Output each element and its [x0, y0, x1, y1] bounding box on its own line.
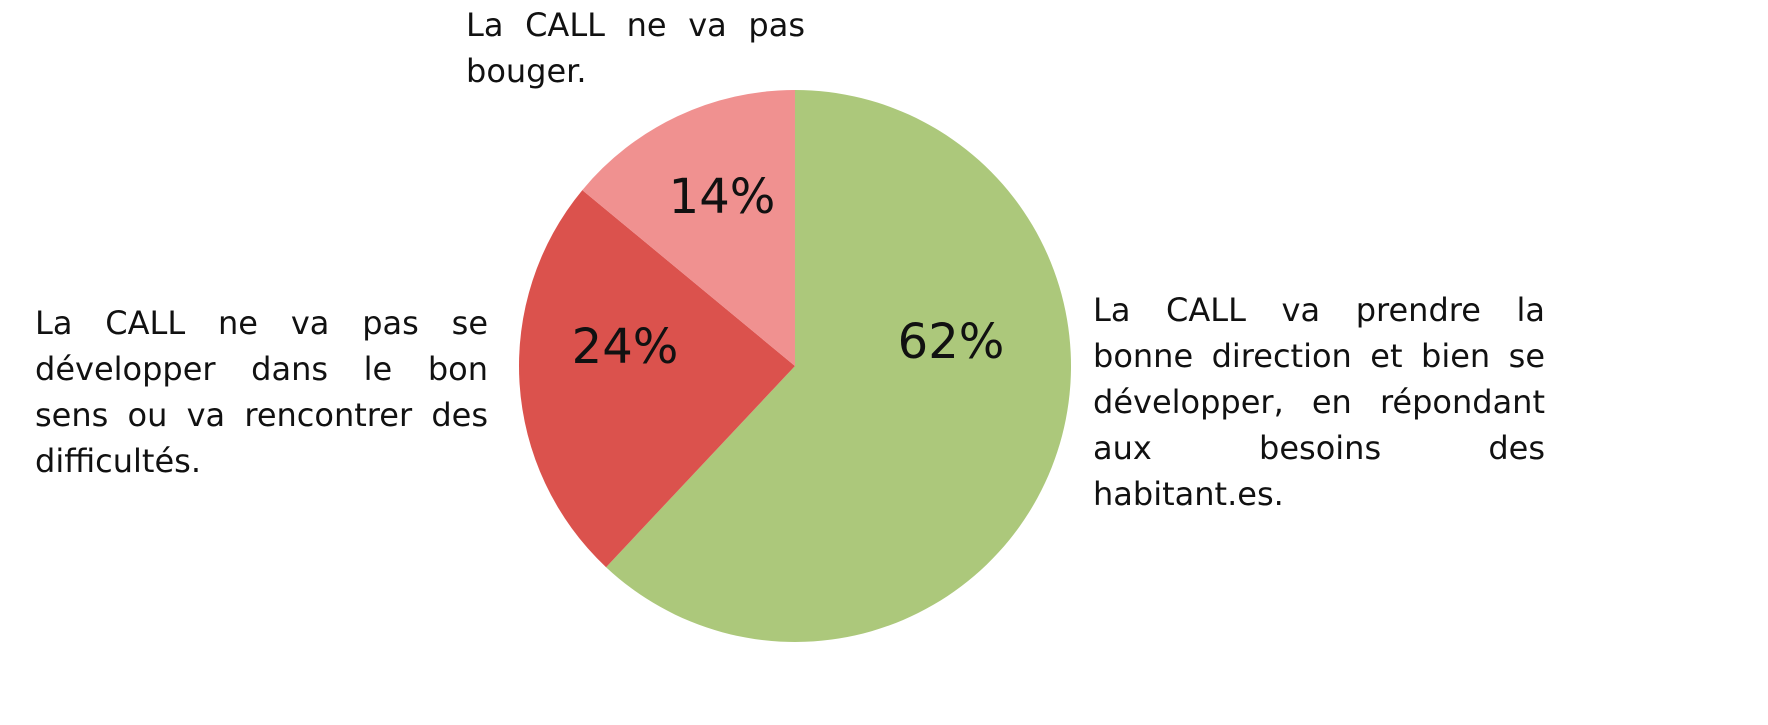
pie-slice — [582, 90, 795, 366]
data-label: 24% — [572, 319, 679, 375]
category-label: La CALL va prendre la bonne direction et… — [1093, 291, 1545, 513]
category-label: La CALL ne va pas bouger. — [466, 6, 805, 90]
data-label: 14% — [669, 169, 776, 225]
data-label: 62% — [898, 314, 1005, 370]
pie-slice — [518, 190, 795, 568]
category-label: La CALL ne va pas se développer dans le … — [35, 304, 488, 480]
pie-slice — [606, 90, 1071, 642]
